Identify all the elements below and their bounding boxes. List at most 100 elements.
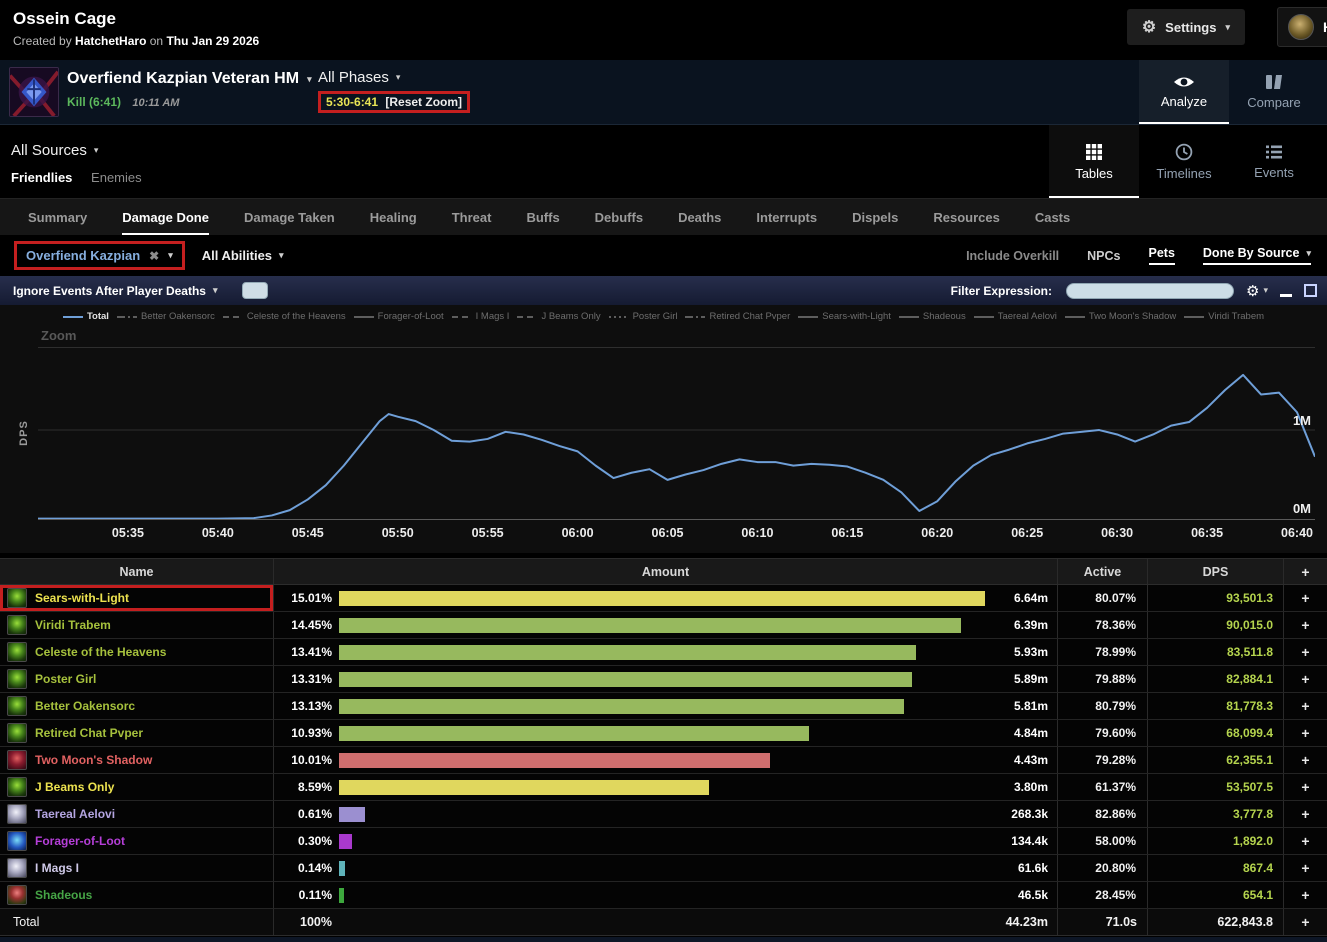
expand-row-button[interactable]: + xyxy=(1283,882,1327,908)
x-tick-label: 06:25 xyxy=(1011,526,1044,540)
tab-timelines[interactable]: Timelines xyxy=(1139,125,1229,198)
done-by-source-dropdown[interactable]: Done By Source ▾ xyxy=(1202,246,1311,265)
player-name-cell-highlighted[interactable]: Sears-with-Light xyxy=(0,585,273,611)
legend-item-shadeous[interactable]: Shadeous xyxy=(898,311,966,322)
enemies-toggle[interactable]: Enemies xyxy=(91,170,142,185)
phases-dropdown[interactable]: All Phases ▾ xyxy=(318,69,470,86)
tab-events[interactable]: Events xyxy=(1229,125,1319,198)
x-tick-label: 05:50 xyxy=(381,526,414,540)
player-name-cell[interactable]: Retired Chat Pvper xyxy=(0,720,273,746)
header-dps[interactable]: DPS xyxy=(1147,559,1283,584)
dps-value: 81,778.3 xyxy=(1147,693,1283,719)
expand-row-button[interactable]: + xyxy=(1283,693,1327,719)
legend-item-two-moon-s-shadow[interactable]: Two Moon's Shadow xyxy=(1064,311,1176,322)
damage-bar xyxy=(339,806,366,822)
all-sources-dropdown[interactable]: All Sources ▾ xyxy=(11,142,1327,159)
legend-item-retired-chat-pvper[interactable]: Retired Chat Pvper xyxy=(685,311,790,322)
tab-healing[interactable]: Healing xyxy=(369,209,417,225)
player-name-cell[interactable]: Shadeous xyxy=(0,882,273,908)
legend-item-sears-with-light[interactable]: Sears-with-Light xyxy=(798,311,891,322)
header-active[interactable]: Active xyxy=(1057,559,1147,584)
include-overkill-toggle[interactable]: Include Overkill xyxy=(966,248,1060,263)
graph-settings-dropdown[interactable]: ⚙ ▾ xyxy=(1246,282,1268,300)
analyze-compare-tabs: Analyze Compare xyxy=(1139,60,1319,124)
minimize-icon[interactable] xyxy=(1280,293,1292,297)
tab-deaths[interactable]: Deaths xyxy=(678,209,722,225)
tab-resources[interactable]: Resources xyxy=(933,209,1000,225)
expand-row-button[interactable]: + xyxy=(1283,612,1327,638)
player-name-cell[interactable]: Better Oakensorc xyxy=(0,693,273,719)
tab-tables[interactable]: Tables xyxy=(1049,125,1139,198)
tab-analyze[interactable]: Analyze xyxy=(1139,60,1229,124)
damage-bar xyxy=(339,671,912,687)
friendlies-toggle[interactable]: Friendlies xyxy=(11,170,73,185)
header-amount[interactable]: Amount xyxy=(273,559,1057,584)
tab-compare[interactable]: Compare xyxy=(1229,60,1319,124)
boss-icon[interactable] xyxy=(9,67,59,117)
legend-label: I Mags I xyxy=(475,311,510,322)
table-row: Forager-of-Loot 0.30% 134.4k 58.00% 1,892.0 + xyxy=(0,828,1327,855)
dps-value: 68,099.4 xyxy=(1147,720,1283,746)
maximize-icon[interactable] xyxy=(1304,284,1317,297)
expand-row-button[interactable]: + xyxy=(1283,639,1327,665)
legend-item-viridi-trabem[interactable]: Viridi Trabem xyxy=(1184,311,1264,322)
legend-swatch xyxy=(353,315,374,318)
legend-item-celeste-of-the-heavens[interactable]: Celeste of the Heavens xyxy=(222,311,346,322)
abilities-filter-dropdown[interactable]: All Abilities ▾ xyxy=(202,248,284,263)
expand-row-button[interactable]: + xyxy=(1283,720,1327,746)
expand-row-button[interactable]: + xyxy=(1283,855,1327,881)
tab-buffs[interactable]: Buffs xyxy=(526,209,560,225)
tab-casts[interactable]: Casts xyxy=(1034,209,1071,225)
expand-row-button[interactable]: + xyxy=(1283,828,1327,854)
expand-row-button[interactable]: + xyxy=(1283,747,1327,773)
player-name-cell[interactable]: Viridi Trabem xyxy=(0,612,273,638)
boss-name-dropdown[interactable]: Overfiend Kazpian Veteran HM ▾ xyxy=(67,70,312,88)
header-name[interactable]: Name xyxy=(119,564,154,579)
legend-item-taereal-aelovi[interactable]: Taereal Aelovi xyxy=(973,311,1057,322)
expand-total-button[interactable]: + xyxy=(1283,909,1327,935)
filter-expression-input[interactable] xyxy=(1066,282,1235,299)
tab-threat[interactable]: Threat xyxy=(451,209,492,225)
tab-dispels[interactable]: Dispels xyxy=(852,209,899,225)
tab-interrupts[interactable]: Interrupts xyxy=(756,209,818,225)
npcs-toggle[interactable]: NPCs xyxy=(1087,248,1121,263)
ignore-deaths-dropdown[interactable]: Ignore Events After Player Deaths ▾ xyxy=(13,284,218,298)
player-name-cell[interactable]: Two Moon's Shadow xyxy=(0,747,273,773)
target-filter-dropdown[interactable]: Overfiend Kazpian ✖ ▾ xyxy=(14,241,185,270)
expand-row-button[interactable]: + xyxy=(1283,774,1327,800)
legend-item-i-mags-i[interactable]: I Mags I xyxy=(451,311,510,322)
plot-area[interactable] xyxy=(38,347,1315,520)
tab-damage-taken[interactable]: Damage Taken xyxy=(243,209,335,225)
expand-row-button[interactable]: + xyxy=(1283,666,1327,692)
expand-row-button[interactable]: + xyxy=(1283,801,1327,827)
player-name-cell[interactable]: Forager-of-Loot xyxy=(0,828,273,854)
author-name[interactable]: HatchetHaro xyxy=(75,34,147,48)
legend-item-better-oakensorc[interactable]: Better Oakensorc xyxy=(116,311,215,322)
active-percent: 79.60% xyxy=(1057,720,1147,746)
player-name-cell[interactable]: Taereal Aelovi xyxy=(0,801,273,827)
reset-zoom-button[interactable]: [Reset Zoom] xyxy=(385,95,463,109)
chevron-down-icon: ▾ xyxy=(279,250,284,260)
player-name-cell[interactable]: J Beams Only xyxy=(0,774,273,800)
player-name-cell[interactable]: Celeste of the Heavens xyxy=(0,639,273,665)
player-name-cell[interactable]: I Mags I xyxy=(0,855,273,881)
zoom-range-annotation: 5:30-6:41 [Reset Zoom] xyxy=(318,91,471,113)
legend-item-forager-of-loot[interactable]: Forager-of-Loot xyxy=(353,311,444,322)
settings-button[interactable]: ⚙ Settings ▾ xyxy=(1126,9,1245,45)
tab-summary[interactable]: Summary xyxy=(28,209,88,225)
legend-item-total[interactable]: Total xyxy=(62,311,109,322)
pets-toggle[interactable]: Pets xyxy=(1148,246,1175,265)
damage-amount: 3.80m xyxy=(1013,780,1048,794)
tab-damage-done[interactable]: Damage Done xyxy=(122,199,209,235)
expand-row-button[interactable]: + xyxy=(1283,585,1327,611)
ignore-deaths-checkbox[interactable] xyxy=(241,282,268,299)
tab-debuffs[interactable]: Debuffs xyxy=(594,209,644,225)
table-row: I Mags I 0.14% 61.6k 20.80% 867.4 + xyxy=(0,855,1327,882)
legend-item-j-beams-only[interactable]: J Beams Only xyxy=(517,311,601,322)
damage-bar xyxy=(339,779,709,795)
user-menu-button[interactable]: Hat xyxy=(1277,7,1327,47)
player-name-cell[interactable]: Poster Girl xyxy=(0,666,273,692)
remove-filter-icon[interactable]: ✖ xyxy=(149,248,160,263)
player-class-icon xyxy=(7,723,27,743)
legend-item-poster-girl[interactable]: Poster Girl xyxy=(608,311,677,322)
